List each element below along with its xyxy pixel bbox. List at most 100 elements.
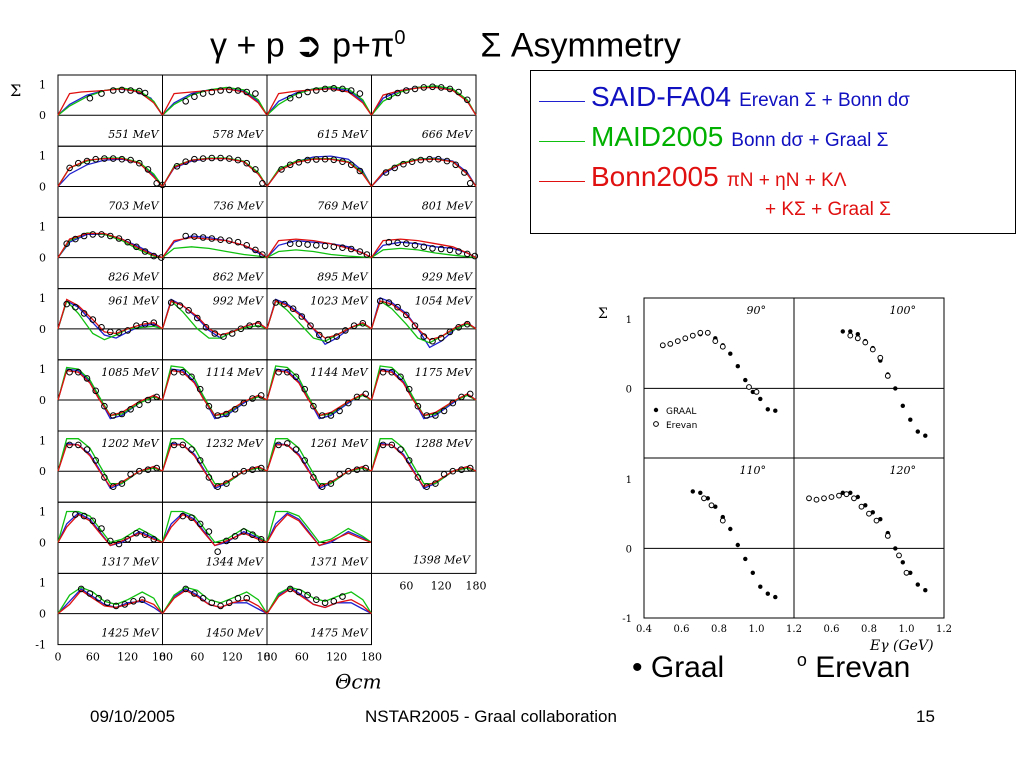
grid-xtick-label: 120 bbox=[326, 651, 347, 664]
graal-point bbox=[728, 351, 733, 356]
sub-panel: 90° 0 1 GRAAL Erevan bbox=[626, 297, 795, 459]
data-point bbox=[449, 467, 457, 475]
data-point bbox=[446, 246, 454, 254]
grid-panel: 1261 MeV bbox=[266, 430, 372, 503]
data-point bbox=[92, 155, 99, 163]
bonn-curve bbox=[57, 589, 163, 615]
grid-panel-energy-label: 1344 MeV bbox=[206, 555, 264, 568]
sub-xtick-label: 0.8 bbox=[711, 624, 727, 635]
sub-panel-angle-label: 100° bbox=[890, 304, 917, 317]
grid-panel: 1023 MeV bbox=[266, 288, 372, 361]
erevan-point bbox=[719, 517, 726, 524]
grid-panel: 992 MeV bbox=[161, 288, 268, 361]
sub-xtick-label: 0.8 bbox=[861, 624, 877, 635]
data-point bbox=[458, 393, 465, 401]
graal-point bbox=[923, 433, 928, 438]
data-point bbox=[223, 537, 230, 545]
data-point bbox=[461, 169, 468, 176]
grid-panel-energy-label: 895 MeV bbox=[317, 271, 368, 284]
title-product: p+ bbox=[332, 26, 371, 65]
data-point bbox=[330, 85, 338, 92]
erevan-point bbox=[712, 338, 719, 344]
grid-ytick-label: 0 bbox=[39, 252, 46, 265]
legend-desc-bonn: πN + ηN + KΛ bbox=[726, 170, 847, 191]
grid-ytick-label: 1 bbox=[39, 221, 46, 234]
data-point bbox=[127, 87, 134, 94]
title-observable: Asymmetry bbox=[510, 26, 681, 65]
grid-panel-energy-label: 1144 MeV bbox=[310, 366, 368, 379]
grid-panel: 615 MeV bbox=[266, 74, 373, 147]
data-point bbox=[118, 410, 126, 418]
data-point bbox=[150, 252, 158, 260]
data-point bbox=[347, 161, 355, 169]
data-point bbox=[223, 480, 230, 487]
graal-point bbox=[900, 560, 905, 565]
data-point bbox=[191, 155, 198, 163]
erevan-point bbox=[682, 335, 689, 342]
asymmetry-energy-chart: Σ 90° 0 1 GRAAL Erevan 100° 110° -1 0 1 120° 0.4 0.6 0… bbox=[598, 297, 952, 652]
graal-point bbox=[773, 408, 778, 413]
data-point bbox=[202, 324, 210, 331]
data-point bbox=[80, 310, 88, 317]
grid-panel: 1398 MeV bbox=[371, 501, 477, 574]
data-point bbox=[141, 531, 149, 539]
graal-point bbox=[743, 556, 748, 562]
grid-panel-energy-label: 1475 MeV bbox=[310, 627, 368, 640]
data-point bbox=[252, 246, 259, 254]
data-point bbox=[98, 324, 105, 331]
data-point bbox=[199, 90, 207, 97]
graal-point bbox=[893, 546, 898, 551]
data-point bbox=[408, 158, 416, 165]
title-sigma: Σ bbox=[480, 26, 502, 65]
grid-xtick-label: 180 bbox=[257, 651, 278, 664]
data-point bbox=[240, 399, 248, 407]
maid-curve bbox=[266, 157, 373, 187]
graal-point bbox=[728, 526, 733, 532]
data-point bbox=[347, 245, 355, 253]
graal-point bbox=[758, 396, 763, 402]
data-point bbox=[321, 85, 329, 93]
sub-xtick-label: 1.0 bbox=[749, 624, 765, 635]
grid-panel: 1114 MeV bbox=[161, 359, 268, 432]
grid-panel-energy-label: 1261 MeV bbox=[310, 437, 368, 450]
maid-curve bbox=[266, 510, 372, 544]
data-point bbox=[89, 316, 97, 323]
data-point bbox=[205, 528, 213, 535]
data-point bbox=[403, 87, 410, 94]
said-curve bbox=[266, 512, 372, 547]
data-point bbox=[89, 231, 97, 238]
erevan-point bbox=[884, 533, 891, 539]
data-point bbox=[234, 594, 242, 602]
grid-xtick-label: 180 bbox=[152, 651, 173, 664]
data-point bbox=[124, 327, 131, 334]
data-point bbox=[124, 238, 131, 246]
grid-panel-energy-label: 862 MeV bbox=[213, 271, 264, 284]
graal-point bbox=[735, 542, 740, 548]
erevan-point bbox=[843, 491, 850, 498]
maid-curve bbox=[57, 366, 163, 417]
data-point bbox=[150, 319, 158, 327]
sub-ytick-label: 1 bbox=[626, 475, 632, 486]
data-point bbox=[173, 163, 181, 170]
data-point bbox=[437, 84, 445, 91]
graal-point bbox=[908, 570, 913, 575]
sub-panel-frame bbox=[643, 297, 795, 459]
maid-curve bbox=[161, 438, 268, 485]
data-point bbox=[321, 155, 329, 163]
data-point bbox=[141, 248, 149, 255]
data-point bbox=[339, 85, 346, 93]
grid-panel: 1054 MeV bbox=[370, 288, 477, 361]
data-point bbox=[405, 457, 413, 464]
data-point bbox=[301, 385, 309, 393]
data-point bbox=[98, 90, 105, 97]
said-curve bbox=[266, 442, 372, 490]
data-point bbox=[80, 232, 88, 240]
sub-panel-angle-label: 90° bbox=[747, 304, 767, 317]
grid-panel-energy-label: 1114 MeV bbox=[206, 366, 264, 379]
data-point bbox=[109, 155, 117, 162]
grid-panel: 1425 MeV -1 0 1 bbox=[35, 572, 164, 652]
data-point bbox=[249, 531, 256, 539]
data-point bbox=[208, 235, 216, 242]
data-point bbox=[243, 594, 250, 602]
sub-panel: 100° bbox=[793, 297, 945, 459]
